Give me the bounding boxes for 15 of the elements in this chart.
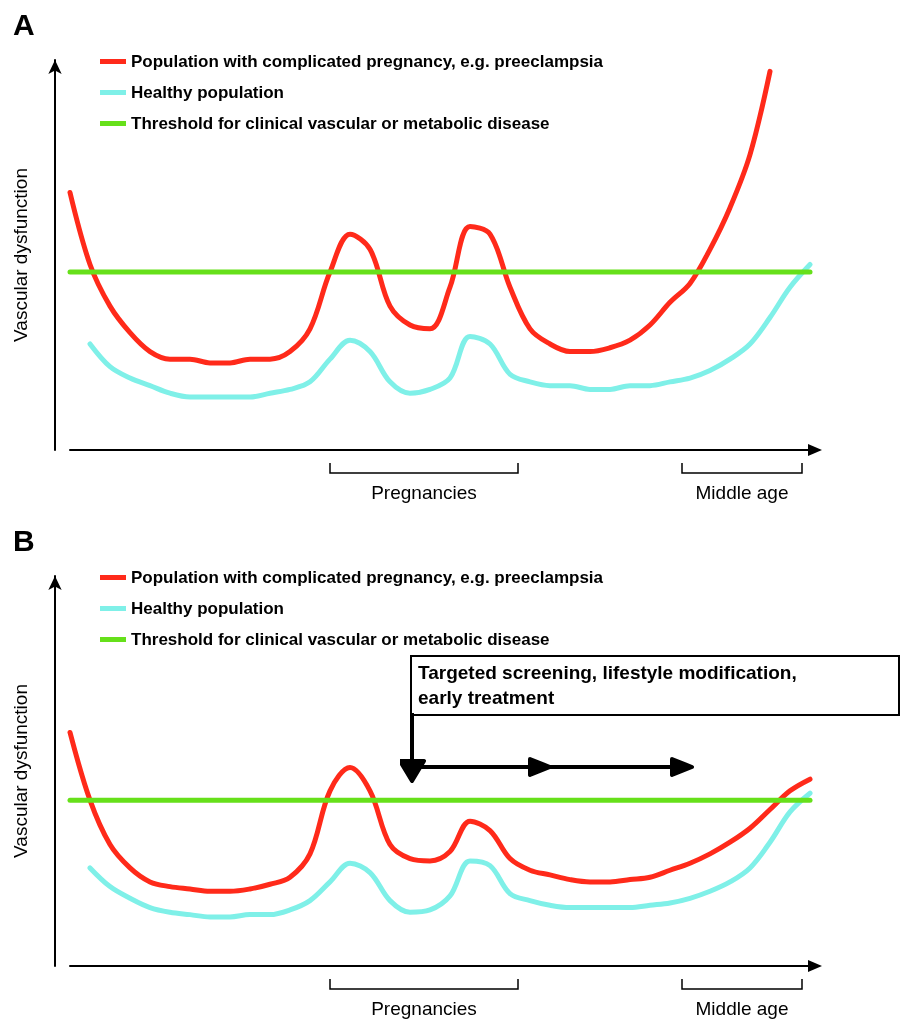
chart-title: B [13,523,35,557]
legend-label: Population with complicated pregnancy, e.g. preeclampsia [131,568,604,587]
text: Targeted screening, lifestyle modification, early treatment [410,655,900,717]
text: Pregnancies [371,482,477,504]
text: Middle age [695,998,789,1020]
legend-label: Threshold for clinical vascular or metabolic disease [131,114,550,133]
text: Pregnancies [371,998,477,1020]
legend-label: Healthy population [131,83,284,102]
legend-label: Healthy population [131,599,284,618]
y-axis-title: Vascular dysfunction [10,168,31,342]
legend-label: Population with complicated pregnancy, e.g. preeclampsia [131,52,604,71]
y-axis-title: Vascular dysfunction [10,684,31,858]
text: Middle age [695,482,789,504]
chart-title: A [13,7,35,41]
legend-label: Threshold for clinical vascular or metabolic disease [131,630,550,649]
